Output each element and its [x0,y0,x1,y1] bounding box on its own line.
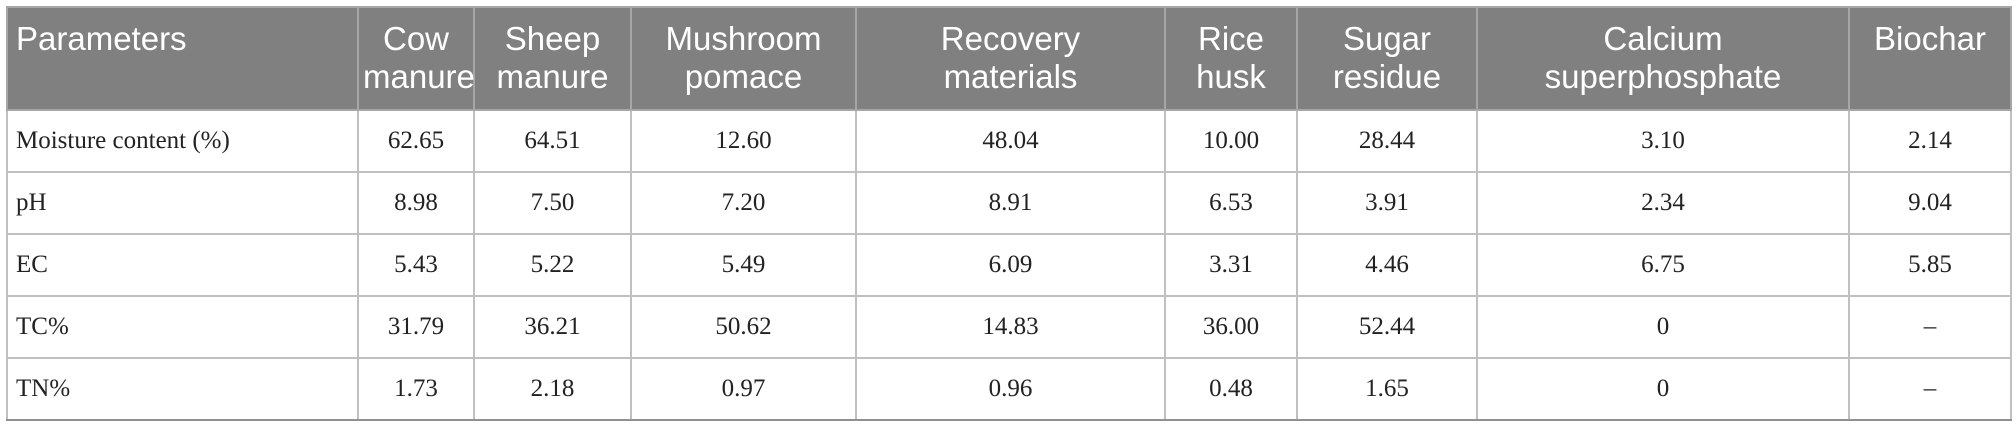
header-line: manure [496,58,609,95]
cell: 2.18 [473,357,632,421]
row-label: TC% [6,295,359,359]
cell: 12.60 [630,109,857,173]
table-row: TN% 1.73 2.18 0.97 0.96 0.48 1.65 0– [6,357,2012,421]
header-line: Mushroom [665,20,822,57]
cell: 5.22 [473,233,632,297]
header-cell: Recovery materials [855,6,1166,111]
cell: 62.65 [357,109,475,173]
cell: 36.21 [473,295,632,359]
cell: 50.62 [630,295,857,359]
cell: 0.96 [855,357,1166,421]
table-body: Moisture content (%) 62.65 64.51 12.60 48.04… [6,109,2012,421]
cell: 8.91 [855,171,1166,235]
header-line: Rice [1197,20,1265,57]
header-line: Sheep [504,20,601,57]
row-label: pH [6,171,359,235]
header-cell: Calcium superphosphate [1476,6,1850,111]
header-line: Sugar [1342,20,1432,57]
header-line: Calcium [1603,20,1723,57]
header-cell: Cow manure [357,6,475,111]
header-row: Parameters Cow manure Sheep manure Mushroom po… [6,6,2012,111]
row-label: TN% [6,357,359,421]
header-line: Parameters [16,20,187,57]
cell: 9.04 [1848,171,2012,235]
row-label: Moisture content (%) [6,109,359,173]
cell: 3.91 [1296,171,1478,235]
cell: 7.50 [473,171,632,235]
cell: 6.53 [1164,171,1298,235]
header-line: manure [363,58,475,95]
cell: 0.97 [630,357,857,421]
cell: 8.98 [357,171,475,235]
table-row: Moisture content (%) 62.65 64.51 12.60 48.04… [6,109,2012,173]
header-cell: Biochar [1848,6,2012,111]
header-line: materials [943,58,1078,95]
cell: 2.34 [1476,171,1850,235]
cell: 5.49 [630,233,857,297]
cell: – [1848,295,2012,359]
header-cell: Mushroom pomace [630,6,857,111]
cell: 10.00 [1164,109,1298,173]
cell: 14.83 [855,295,1166,359]
cell: 36.00 [1164,295,1298,359]
header-cell: Parameters [6,6,359,111]
cell: 48.04 [855,109,1166,173]
row-label: EC [6,233,359,297]
cell: 0.48 [1164,357,1298,421]
cell: 64.51 [473,109,632,173]
header-cell: Sheep manure [473,6,632,111]
cell: 5.43 [357,233,475,297]
header-cell: Rice husk [1164,6,1298,111]
cell: 1.73 [357,357,475,421]
table-container: Parameters Cow manure Sheep manure Mushroom po… [6,6,2012,421]
header-line: Recovery [940,20,1081,57]
header-cell: Sugar residue [1296,6,1478,111]
cell: 5.85 [1848,233,2012,297]
header-line: pomace [684,58,803,95]
cell: 3.31 [1164,233,1298,297]
header-line: Cow [382,20,450,57]
cell: 1.65 [1296,357,1478,421]
table-row: pH 8.98 7.50 7.20 8.91 6.53 3.91 2.34 9.04 [6,171,2012,235]
table-row: TC% 31.79 36.21 50.62 14.83 36.00 52.44 0– [6,295,2012,359]
cell: 0 [1476,295,1850,359]
cell: 2.14 [1848,109,2012,173]
header-line: Biochar [1874,20,1986,57]
cell: 52.44 [1296,295,1478,359]
header-line: residue [1332,58,1442,95]
table-row: EC 5.43 5.22 5.49 6.09 3.31 4.46 6.75 5.85 [6,233,2012,297]
cell: 0 [1476,357,1850,421]
cell: 7.20 [630,171,857,235]
cell: 6.75 [1476,233,1850,297]
cell: – [1848,357,2012,421]
cell: 28.44 [1296,109,1478,173]
cell: 4.46 [1296,233,1478,297]
header-line: superphosphate [1544,58,1782,95]
header-line: husk [1196,58,1266,95]
cell: 31.79 [357,295,475,359]
cell: 3.10 [1476,109,1850,173]
cell: 6.09 [855,233,1166,297]
data-table: Parameters Cow manure Sheep manure Mushroom po… [6,6,2012,421]
